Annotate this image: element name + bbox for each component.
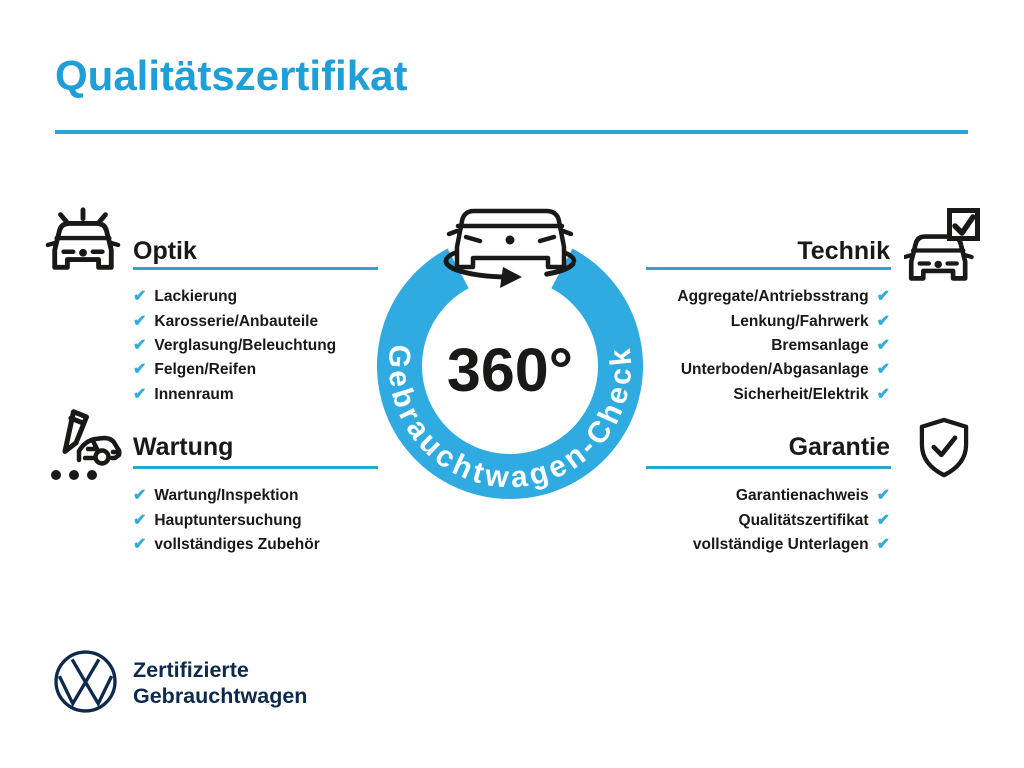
list-item: Unterboden/Abgasanlage ✔ xyxy=(681,358,890,382)
list-item: ✔ Hauptuntersuchung xyxy=(133,508,320,532)
badge-ring xyxy=(377,248,643,499)
footer-brand-text: Zertifizierte Gebrauchtwagen xyxy=(133,657,307,709)
list-item-label: Aggregate/Antriebsstrang xyxy=(677,288,869,306)
list-item-label: Lenkung/Fahrwerk xyxy=(730,312,869,330)
list-item: ✔ Felgen/Reifen xyxy=(133,358,336,382)
list-item-label: Unterboden/Abgasanlage xyxy=(680,361,869,379)
checklist-wartung: ✔ Wartung/Inspektion ✔ Hauptuntersuchung ✔… xyxy=(133,484,320,557)
list-item: Sicherheit/Elektrik ✔ xyxy=(733,383,890,407)
list-item-label: Wartung/Inspektion xyxy=(154,487,299,505)
list-item-label: Garantienachweis xyxy=(735,487,869,505)
list-item-label: Innenraum xyxy=(154,385,234,403)
check-icon: ✔ xyxy=(133,312,147,330)
list-item-label: Lackierung xyxy=(154,288,238,306)
car-rotation-icon xyxy=(443,208,577,288)
check-icon: ✔ xyxy=(133,385,147,403)
list-item: Garantienachweis ✔ xyxy=(736,484,890,508)
check-icon: ✔ xyxy=(876,361,890,379)
section-title-wartung: Wartung xyxy=(133,433,234,461)
check-icon: ✔ xyxy=(133,288,147,306)
list-item: vollständige Unterlagen ✔ xyxy=(693,533,890,557)
list-item-label: Karosserie/Anbauteile xyxy=(154,312,319,330)
list-item-label: vollständige Unterlagen xyxy=(692,535,869,553)
list-item: ✔ vollständiges Zubehör xyxy=(133,533,320,557)
list-item: ✔ Wartung/Inspektion xyxy=(133,484,320,508)
check-icon: ✔ xyxy=(876,385,890,403)
list-item: Lenkung/Fahrwerk ✔ xyxy=(731,309,890,333)
check-icon: ✔ xyxy=(876,312,890,330)
360-check-badge: Gebrauchtwagen-Check 360° xyxy=(377,208,643,499)
list-item: Qualitätszertifikat ✔ xyxy=(739,508,890,532)
check-icon: ✔ xyxy=(133,361,147,379)
section-title-optik: Optik xyxy=(133,237,197,265)
check-icon: ✔ xyxy=(133,511,147,529)
checklist-garantie: Garantienachweis ✔ Qualitätszertifikat ✔ v… xyxy=(693,484,890,557)
car-front-shine-icon xyxy=(45,207,121,270)
footer-line-1: Zertifizierte xyxy=(133,658,249,682)
list-item-label: Sicherheit/Elektrik xyxy=(733,385,869,403)
list-item-label: Bremsanlage xyxy=(771,336,869,354)
check-icon: ✔ xyxy=(876,336,890,354)
check-icon: ✔ xyxy=(133,535,147,553)
check-icon: ✔ xyxy=(876,487,890,505)
list-item-label: Qualitätszertifikat xyxy=(738,511,869,529)
list-item: ✔ Karosserie/Anbauteile xyxy=(133,309,336,333)
checklist-optik: ✔ Lackierung ✔ Karosserie/Anbauteile ✔ Verg… xyxy=(133,285,336,407)
check-icon: ✔ xyxy=(133,336,147,354)
badge-degrees: 360° xyxy=(447,336,573,404)
list-item: Bremsanlage ✔ xyxy=(771,334,890,358)
section-rule-optik xyxy=(133,267,378,270)
check-icon: ✔ xyxy=(876,535,890,553)
section-title-garantie: Garantie xyxy=(788,433,890,461)
checklist-technik: Aggregate/Antriebsstrang ✔ Lenkung/Fahrwe… xyxy=(677,285,890,407)
pencil-car-service-icon xyxy=(51,409,122,480)
check-icon: ✔ xyxy=(133,487,147,505)
list-item-label: Hauptuntersuchung xyxy=(154,511,302,529)
title-divider xyxy=(55,130,968,134)
list-item: Aggregate/Antriebsstrang ✔ xyxy=(677,285,890,309)
section-rule-garantie xyxy=(646,466,891,469)
list-item-label: Felgen/Reifen xyxy=(154,361,257,379)
section-rule-technik xyxy=(646,267,891,270)
check-icon: ✔ xyxy=(876,288,890,306)
list-item: ✔ Verglasung/Beleuchtung xyxy=(133,334,336,358)
list-item-label: vollständiges Zubehör xyxy=(154,535,320,553)
check-icon: ✔ xyxy=(876,511,890,529)
list-item: ✔ Lackierung xyxy=(133,285,336,309)
list-item-label: Verglasung/Beleuchtung xyxy=(154,336,337,354)
car-checkbox-icon xyxy=(904,208,980,281)
footer-line-2: Gebrauchtwagen xyxy=(133,684,308,708)
vw-logo xyxy=(54,650,117,713)
page-title: Qualitätszertifikat xyxy=(55,52,408,99)
shield-check-icon xyxy=(919,417,969,478)
list-item: ✔ Innenraum xyxy=(133,383,336,407)
section-title-technik: Technik xyxy=(797,237,890,265)
section-rule-wartung xyxy=(133,466,378,469)
